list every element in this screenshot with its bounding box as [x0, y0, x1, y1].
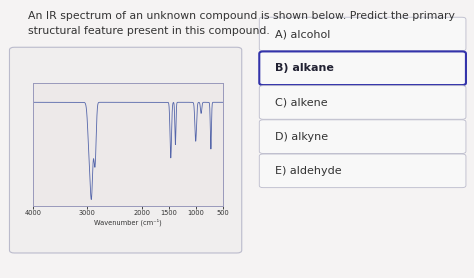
Text: D) alkyne: D) alkyne	[275, 132, 328, 142]
X-axis label: Wavenumber (cm⁻¹): Wavenumber (cm⁻¹)	[94, 219, 162, 226]
Text: B) alkane: B) alkane	[275, 63, 334, 73]
Text: C) alkene: C) alkene	[275, 98, 328, 107]
Text: An IR spectrum of an unknown compound is shown below. Predict the primary
struct: An IR spectrum of an unknown compound is…	[28, 11, 456, 36]
Text: E) aldehyde: E) aldehyde	[275, 166, 342, 176]
Text: A) alcohol: A) alcohol	[275, 29, 330, 39]
